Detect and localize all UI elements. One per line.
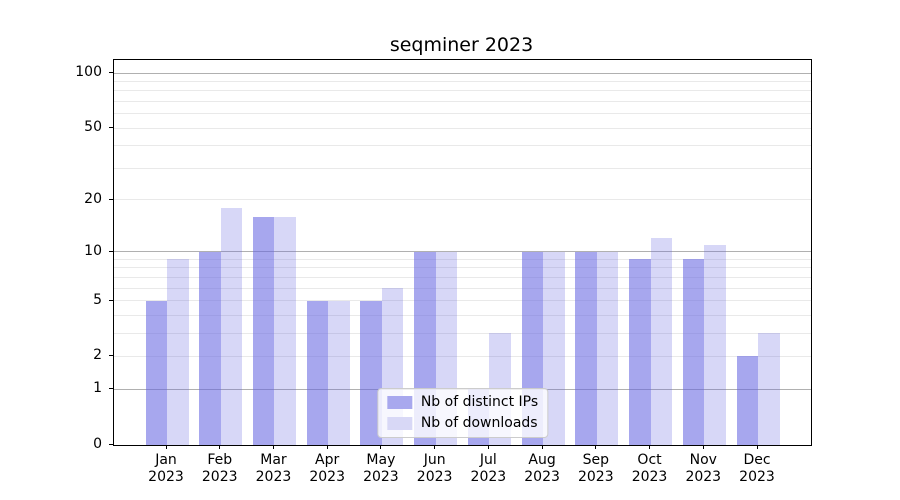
bar-distinct-ips [199, 251, 221, 445]
y-gridline-minor [114, 80, 811, 82]
y-gridline-minor [114, 258, 811, 260]
x-tick-label: Jul 2023 [470, 452, 507, 485]
legend: Nb of distinct IPs Nb of downloads [376, 388, 549, 438]
x-tick-label: Dec 2023 [739, 452, 775, 485]
chart-title: seqminer 2023 [389, 34, 534, 56]
bar-distinct-ips [145, 300, 167, 445]
y-tick-label: 5 [93, 291, 102, 308]
bar-downloads [220, 207, 243, 445]
bar-distinct-ips [629, 259, 651, 445]
y-gridline-minor [114, 267, 811, 269]
y-tick-label: 20 [84, 190, 102, 207]
bar-downloads [596, 251, 619, 445]
y-gridline-minor [114, 276, 811, 278]
legend-swatch-distinct-ips [386, 396, 412, 409]
y-gridline-major [114, 72, 811, 74]
bar-distinct-ips [306, 300, 329, 445]
legend-row: Nb of downloads [386, 415, 538, 432]
legend-swatch-downloads [386, 417, 412, 430]
y-gridline-minor [114, 332, 811, 334]
x-tick-label: Nov 2023 [685, 452, 722, 485]
y-tick-label: 1 [93, 380, 102, 397]
bar-downloads [167, 259, 189, 445]
y-gridline-minor [114, 199, 811, 201]
y-gridline-minor [114, 355, 811, 357]
legend-row: Nb of distinct IPs [386, 394, 539, 411]
y-tick-label: 2 [93, 347, 102, 364]
bar-downloads [543, 251, 565, 445]
y-gridline-minor [114, 100, 811, 102]
bar-downloads [704, 244, 726, 445]
y-tick-label: 100 [75, 64, 102, 81]
x-tick-label: Feb 2023 [201, 452, 238, 485]
legend-label: Nb of downloads [420, 415, 538, 431]
y-gridline-minor [114, 314, 811, 316]
bar-downloads [758, 333, 780, 445]
y-gridline-minor [114, 287, 811, 289]
bar-distinct-ips [575, 251, 597, 445]
x-tick-label: May 2023 [363, 452, 399, 485]
y-gridline-major [114, 251, 811, 253]
y-gridline-minor [114, 127, 811, 129]
plot-area: Nb of distinct IPs Nb of downloads [113, 59, 812, 446]
x-tick-label: Aug 2023 [524, 452, 560, 485]
legend-label: Nb of distinct IPs [420, 394, 539, 410]
bar-distinct-ips [736, 356, 758, 445]
x-tick-label: Apr 2023 [309, 452, 345, 485]
bar-distinct-ips [252, 216, 275, 445]
y-tick-label: 50 [84, 119, 102, 136]
bar-downloads [274, 216, 296, 445]
y-gridline-minor [114, 90, 811, 92]
y-gridline-minor [114, 167, 811, 169]
y-tick-label: 0 [93, 436, 102, 452]
bar-downloads [650, 238, 673, 445]
y-gridline-minor [114, 300, 811, 302]
x-tick-label: Jun 2023 [416, 452, 453, 485]
bar-distinct-ips [682, 259, 705, 445]
y-gridline-minor [114, 145, 811, 147]
x-tick-label: Mar 2023 [255, 452, 292, 485]
bar-distinct-ips [360, 300, 382, 445]
y-gridline-minor [114, 113, 811, 115]
bar-downloads [328, 300, 350, 445]
x-tick-label: Sep 2023 [577, 452, 614, 485]
x-tick-label: Oct 2023 [631, 452, 668, 485]
y-tick-label: 10 [84, 242, 102, 259]
x-tick-label: Jan 2023 [148, 452, 184, 485]
